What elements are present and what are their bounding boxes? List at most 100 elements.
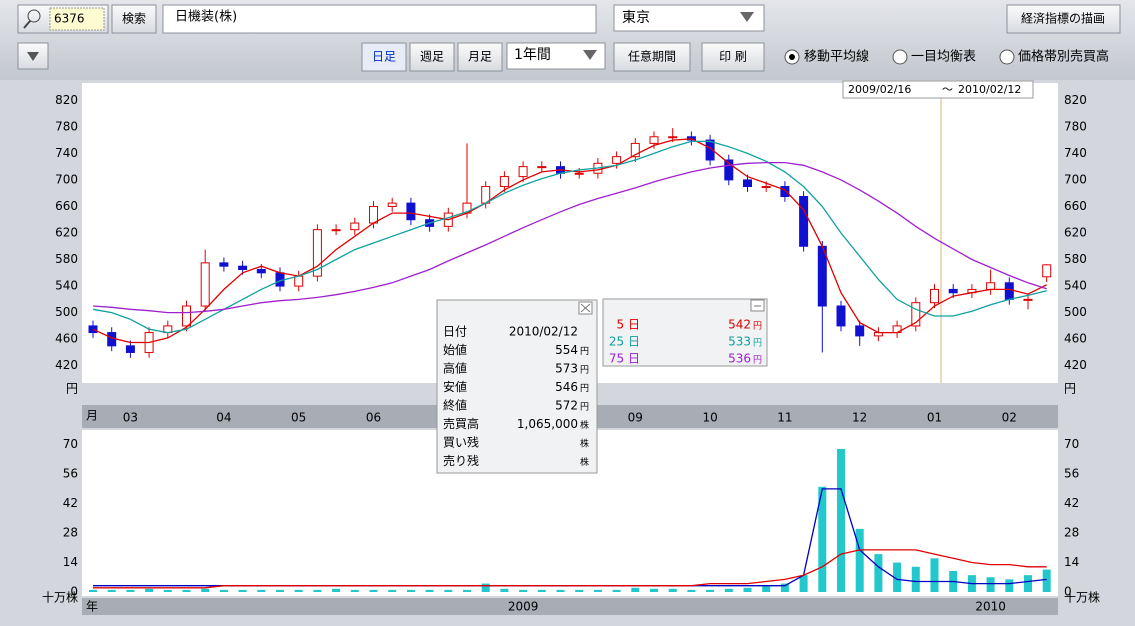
y-tick-label-right: 70 bbox=[1064, 437, 1079, 451]
y-tick-label: 460 bbox=[55, 332, 78, 346]
candle-body bbox=[948, 288, 958, 294]
y-unit: 円 bbox=[66, 382, 78, 396]
candle-body bbox=[836, 305, 846, 327]
date-to: 2010/02/12 bbox=[958, 83, 1021, 96]
info-label: 安値 bbox=[443, 379, 467, 394]
market-select[interactable] bbox=[613, 4, 765, 32]
volume-bar bbox=[780, 583, 789, 592]
period-label: 日足 bbox=[372, 50, 396, 64]
date-range-box bbox=[842, 80, 1034, 99]
y-tick-label: 70 bbox=[63, 437, 78, 451]
volume-bar bbox=[369, 589, 378, 592]
info-label: 売買高 bbox=[443, 416, 479, 431]
period-button[interactable] bbox=[361, 42, 407, 72]
custom-period-button[interactable] bbox=[613, 42, 691, 72]
y-tick-label: 540 bbox=[55, 279, 78, 293]
volume-bar bbox=[1024, 575, 1032, 592]
volume-bar bbox=[294, 589, 303, 592]
period-button[interactable] bbox=[409, 42, 455, 72]
radio[interactable] bbox=[999, 49, 1015, 65]
y-tick-label: 56 bbox=[63, 467, 78, 481]
x-tick-label: 12 bbox=[852, 411, 867, 425]
code-input-text: 6376 bbox=[54, 12, 85, 26]
search-icon bbox=[23, 20, 31, 29]
volume-bar bbox=[481, 583, 490, 592]
info-panel bbox=[436, 299, 598, 474]
volume-bar bbox=[219, 589, 228, 592]
x-tick-label: 04 bbox=[216, 411, 231, 425]
info-unit: 円 bbox=[580, 346, 589, 357]
candle-body bbox=[630, 142, 640, 158]
y-tick-label: 660 bbox=[55, 199, 78, 213]
info-unit: 円 bbox=[580, 402, 589, 413]
menu-arrow bbox=[27, 52, 39, 61]
candle-body bbox=[1023, 298, 1033, 301]
info-value: 546 bbox=[555, 380, 578, 394]
volume-bar bbox=[276, 589, 284, 592]
volume-bar bbox=[1042, 569, 1051, 592]
name-field[interactable] bbox=[162, 4, 597, 34]
y-tick-label-right: 56 bbox=[1064, 467, 1079, 481]
info-unit: 株 bbox=[580, 419, 589, 431]
y-tick-label-right: 820 bbox=[1064, 93, 1087, 107]
volume-bar bbox=[687, 589, 696, 592]
candle-body bbox=[406, 202, 416, 221]
y-tick-label: 500 bbox=[55, 305, 78, 319]
search-icon bbox=[27, 9, 41, 23]
volume-bar bbox=[537, 589, 546, 592]
candle-body bbox=[182, 305, 191, 327]
print-button[interactable] bbox=[701, 42, 765, 72]
info-value: 572 bbox=[555, 399, 578, 413]
volume-bar bbox=[126, 589, 135, 592]
custom-period-label: 任意期間 bbox=[628, 49, 676, 64]
name-field-text: 日機装(株) bbox=[175, 10, 237, 25]
market-select-text: 東京 bbox=[622, 10, 650, 26]
search-button[interactable] bbox=[111, 4, 157, 34]
info-label: 高値 bbox=[443, 361, 467, 376]
code-input[interactable] bbox=[49, 7, 105, 31]
volume-average-line bbox=[93, 549, 1047, 589]
y-tick-label: 820 bbox=[55, 93, 78, 107]
ma-value: 533 bbox=[728, 335, 751, 349]
moving-average-line bbox=[92, 138, 1047, 344]
radio[interactable] bbox=[892, 49, 908, 65]
close-icon bbox=[580, 303, 591, 313]
info-label: 売り残 bbox=[443, 453, 479, 468]
candle-body bbox=[668, 136, 678, 139]
volume-bar bbox=[406, 589, 415, 592]
x-axis-label: 年 bbox=[86, 600, 98, 614]
econ-button[interactable] bbox=[1006, 4, 1121, 34]
candle-body bbox=[238, 265, 248, 271]
ma-value: 542 bbox=[728, 318, 751, 332]
y-unit: 十万株 bbox=[42, 590, 78, 605]
y-tick-label: 0 bbox=[70, 585, 78, 599]
volume-bar bbox=[650, 588, 658, 592]
candle-body bbox=[331, 229, 341, 232]
info-label: 買い残 bbox=[443, 436, 479, 450]
radio-dot bbox=[789, 54, 795, 60]
candle-body bbox=[649, 136, 659, 144]
info-value: 1,065,000 bbox=[517, 417, 578, 431]
date-sep: ～ bbox=[942, 83, 953, 96]
volume-bar bbox=[818, 486, 827, 592]
volume-bar bbox=[874, 554, 883, 592]
x-tick-label: 01 bbox=[927, 411, 942, 425]
y-tick-label-right: 620 bbox=[1064, 226, 1087, 240]
ma-unit: 円 bbox=[753, 338, 762, 349]
candle-body bbox=[537, 166, 547, 169]
volume-bar bbox=[238, 589, 247, 592]
ma-label: 75 日 bbox=[609, 352, 640, 366]
period-button[interactable] bbox=[457, 42, 503, 72]
volume-bar bbox=[855, 528, 864, 592]
volume-bar bbox=[930, 558, 939, 592]
y-tick-label-right: 28 bbox=[1064, 526, 1079, 540]
ma-value: 536 bbox=[728, 352, 751, 366]
volume-bar bbox=[612, 589, 621, 592]
candle-body bbox=[219, 262, 229, 267]
x-tick-label: 11 bbox=[777, 411, 792, 425]
volume-bar bbox=[425, 589, 434, 592]
moving-average-line bbox=[92, 161, 1047, 314]
date-from: 2009/02/16 bbox=[848, 83, 911, 96]
candle-body bbox=[705, 139, 715, 161]
